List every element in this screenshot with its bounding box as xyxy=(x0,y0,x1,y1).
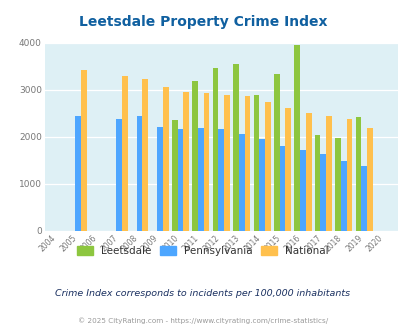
Bar xyxy=(325,116,331,231)
Bar xyxy=(177,129,183,231)
Bar xyxy=(320,154,325,231)
Bar xyxy=(212,68,218,231)
Bar xyxy=(335,138,340,231)
Text: © 2025 CityRating.com - https://www.cityrating.com/crime-statistics/: © 2025 CityRating.com - https://www.city… xyxy=(78,317,327,324)
Bar xyxy=(192,81,198,231)
Bar xyxy=(259,139,264,231)
Bar xyxy=(340,161,346,231)
Bar xyxy=(198,128,203,231)
Bar xyxy=(273,74,279,231)
Bar xyxy=(203,93,209,231)
Bar xyxy=(244,96,249,231)
Bar xyxy=(360,166,366,231)
Bar xyxy=(232,64,238,231)
Bar xyxy=(366,128,372,231)
Bar xyxy=(299,149,305,231)
Bar xyxy=(238,134,244,231)
Text: Crime Index corresponds to incidents per 100,000 inhabitants: Crime Index corresponds to incidents per… xyxy=(55,289,350,298)
Bar xyxy=(253,95,259,231)
Bar xyxy=(224,95,229,231)
Bar xyxy=(346,118,352,231)
Bar xyxy=(279,147,285,231)
Bar xyxy=(314,135,320,231)
Bar xyxy=(157,127,162,231)
Legend: Leetsdale, Pennsylvania, National: Leetsdale, Pennsylvania, National xyxy=(73,242,332,260)
Bar xyxy=(294,45,299,231)
Bar xyxy=(264,102,270,231)
Bar xyxy=(183,92,189,231)
Bar xyxy=(116,118,122,231)
Bar xyxy=(162,87,168,231)
Bar xyxy=(75,116,81,231)
Bar xyxy=(122,76,128,231)
Bar xyxy=(171,120,177,231)
Text: Leetsdale Property Crime Index: Leetsdale Property Crime Index xyxy=(79,15,326,29)
Bar xyxy=(285,108,290,231)
Bar xyxy=(305,114,311,231)
Bar xyxy=(218,129,224,231)
Bar xyxy=(136,116,142,231)
Bar xyxy=(355,117,360,231)
Bar xyxy=(81,70,87,231)
Bar xyxy=(142,79,148,231)
